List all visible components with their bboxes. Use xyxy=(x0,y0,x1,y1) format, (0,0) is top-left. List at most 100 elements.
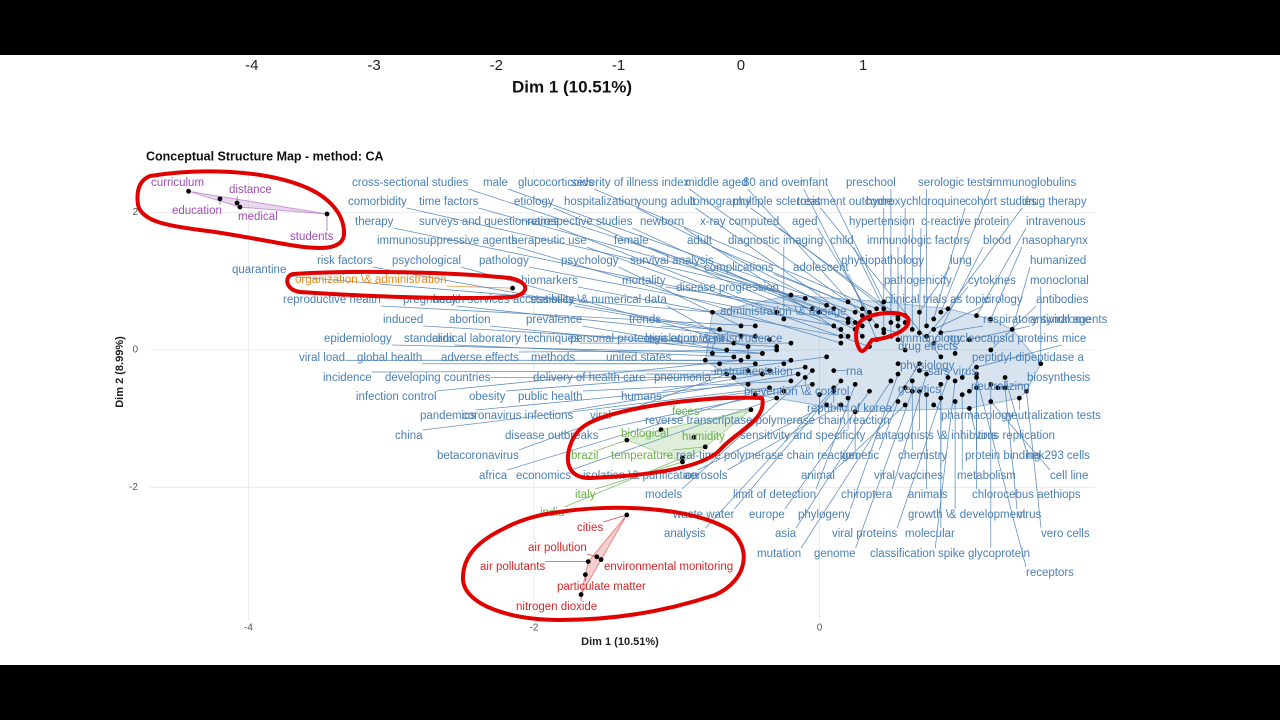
label-segment xyxy=(855,391,913,549)
term-point xyxy=(931,340,937,346)
term-label: pneumonia xyxy=(654,372,712,384)
y-tick-label: 0 xyxy=(132,345,138,356)
term-point xyxy=(774,309,780,315)
term-label: mice xyxy=(1062,333,1086,345)
term-label: psychology xyxy=(561,255,619,267)
top-x-tick-label: -2 xyxy=(490,57,503,74)
term-point xyxy=(988,316,994,322)
term-label: clinical laboratory techniques xyxy=(432,333,580,345)
label-segment xyxy=(961,363,973,378)
annotation-ellipse xyxy=(285,269,528,301)
label-segment xyxy=(478,207,827,306)
label-segment xyxy=(734,390,835,510)
label-segment xyxy=(475,383,749,411)
term-point xyxy=(988,381,994,387)
label-segment xyxy=(582,380,791,392)
term-label: curriculum xyxy=(151,177,204,189)
term-point xyxy=(845,395,851,401)
label-segment xyxy=(750,207,899,316)
term-label: disease progression xyxy=(676,282,779,294)
label-segment xyxy=(919,266,951,313)
label-segment xyxy=(672,446,706,451)
term-label: virology xyxy=(983,294,1023,306)
segments xyxy=(219,188,1063,601)
term-point xyxy=(867,388,872,394)
label-segment xyxy=(976,344,1063,368)
term-label: real-time polymerase chain reaction xyxy=(676,450,858,462)
term-label: legislation \& jurisprudence xyxy=(645,333,782,345)
term-label: administration \& dosage xyxy=(720,306,847,318)
term-point xyxy=(774,395,780,401)
term-label: public health xyxy=(518,391,583,403)
term-label: time factors xyxy=(419,196,479,208)
label-segment xyxy=(436,359,742,392)
label-segment xyxy=(648,246,820,313)
term-point xyxy=(952,399,958,404)
term-point xyxy=(759,351,765,356)
term-point xyxy=(717,361,722,367)
term-label: global health xyxy=(357,352,422,364)
term-label: glucocorticoids xyxy=(518,177,594,189)
term-point xyxy=(881,299,887,305)
cluster-hull xyxy=(625,409,752,463)
term-label: chemistry xyxy=(898,450,947,462)
term-label: drug therapy xyxy=(1022,196,1087,208)
term-label: models xyxy=(645,489,682,501)
label-segment xyxy=(636,207,834,310)
label-segment xyxy=(976,377,1027,568)
label-segment xyxy=(516,246,842,344)
term-point xyxy=(717,326,722,332)
term-point xyxy=(952,351,958,356)
term-label: viral vaccines xyxy=(874,470,943,482)
term-point xyxy=(745,368,751,374)
top-x-tick-label: 1 xyxy=(859,57,867,74)
term-label: preschool xyxy=(846,177,896,189)
term-point xyxy=(752,361,758,367)
label-segment xyxy=(573,373,799,411)
label-segment xyxy=(582,325,727,351)
annotation-ellipse xyxy=(854,311,911,353)
term-label: genome xyxy=(814,548,856,560)
label-segment xyxy=(660,325,720,330)
term-point xyxy=(752,323,758,329)
term-label: immunoglobulins xyxy=(990,177,1077,189)
term-point xyxy=(909,378,915,384)
label-segment xyxy=(468,188,792,296)
term-label: middle aged xyxy=(685,177,748,189)
x-tick-label: -4 xyxy=(244,623,253,634)
term-label: hypertension xyxy=(849,216,915,228)
term-label: adult xyxy=(687,235,713,247)
term-point xyxy=(874,306,879,312)
label-segment xyxy=(406,207,806,299)
term-point xyxy=(895,361,901,367)
label-segment xyxy=(933,207,966,320)
term-label: animals xyxy=(908,489,948,501)
term-label: feces xyxy=(672,406,700,418)
term-label: complications xyxy=(704,262,774,274)
term-point xyxy=(838,326,844,332)
term-label: students xyxy=(290,231,334,243)
term-label: aged xyxy=(792,216,818,228)
term-label: mortality xyxy=(622,275,666,287)
term-label: sensitivity and specificity xyxy=(740,430,866,442)
annotation-ellipse xyxy=(135,169,347,250)
term-label: statistics \& numerical data xyxy=(530,294,667,306)
term-point xyxy=(952,378,958,384)
term-label: diagnostic imaging xyxy=(728,235,823,247)
label-segment xyxy=(878,401,899,451)
term-label: africa xyxy=(479,470,508,482)
term-label: standards xyxy=(404,333,455,345)
term-label: growth \& development xyxy=(908,509,1026,521)
term-label: neutralizing xyxy=(971,381,1030,393)
term-label: epidemiology xyxy=(324,333,392,345)
term-label: organization \& administration xyxy=(295,274,447,286)
label-segment xyxy=(286,275,713,313)
term-point xyxy=(781,361,787,367)
term-point xyxy=(974,385,979,391)
term-point xyxy=(895,323,901,329)
y-tick-label: -2 xyxy=(129,482,138,493)
term-label: virus xyxy=(1017,509,1042,521)
top-x-tick-label: -4 xyxy=(245,57,258,74)
term-point xyxy=(852,320,858,325)
